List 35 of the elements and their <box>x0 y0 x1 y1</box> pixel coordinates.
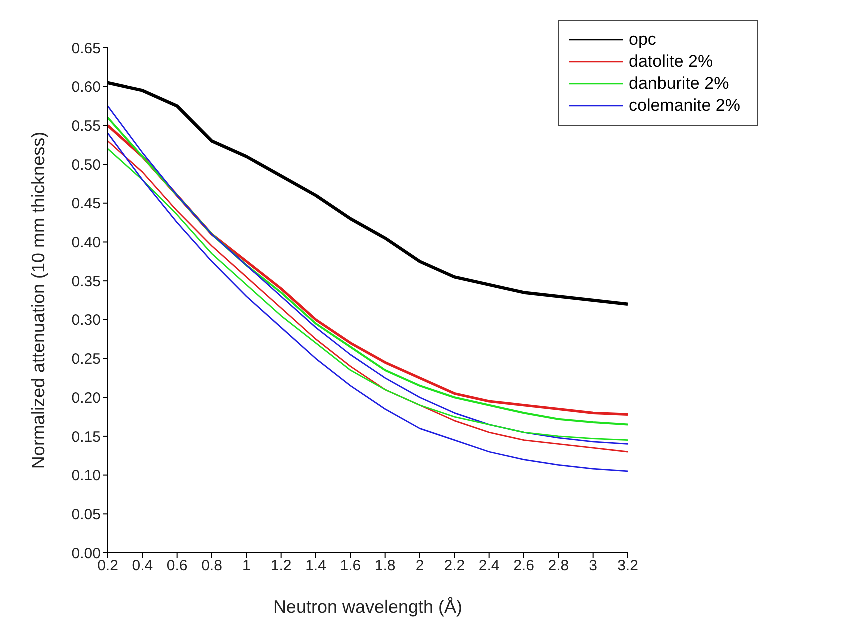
x-tick-label: 2.6 <box>514 558 534 575</box>
y-tick-label: 0.15 <box>72 428 101 446</box>
x-tick-label: 2.2 <box>444 558 466 575</box>
y-axis-title: Normalized attenuation (10 mm thickness) <box>28 132 48 470</box>
x-tick-label: 0.8 <box>202 558 222 575</box>
legend-label: opc <box>629 30 656 50</box>
y-tick-label: 0.05 <box>72 506 101 524</box>
x-tick-label: 0.2 <box>98 558 118 575</box>
x-tick-label: 0.6 <box>166 558 188 575</box>
y-tick-label: 0.35 <box>72 273 101 290</box>
x-tick-label: 1.2 <box>270 558 292 575</box>
y-tick-label: 0.40 <box>72 234 101 252</box>
x-tick-label: 0.4 <box>132 558 154 575</box>
y-tick-label: 0.45 <box>72 196 101 213</box>
x-tick-label: 3 <box>589 558 598 575</box>
y-tick-label: 0.20 <box>72 390 101 407</box>
y-tick-label: 0.65 <box>72 40 101 58</box>
y-tick-label: 0.10 <box>72 468 101 485</box>
y-tick-label: 0.30 <box>72 312 101 330</box>
x-tick-label: 1.8 <box>374 558 396 575</box>
x-tick-label: 2 <box>416 558 424 575</box>
x-tick-label: 2.4 <box>478 558 500 575</box>
y-tick-label: 0.60 <box>72 79 101 96</box>
legend-label: datolite 2% <box>629 52 714 72</box>
x-tick-label: 1.6 <box>340 558 362 575</box>
x-tick-label: 1 <box>242 558 251 575</box>
y-tick-label: 0.55 <box>72 118 101 136</box>
legend-label: colemanite 2% <box>629 96 741 116</box>
legend-label: danburite 2% <box>629 74 730 94</box>
x-axis-title: Neutron wavelength (Å) <box>273 597 463 617</box>
x-tick-label: 3.2 <box>618 558 638 575</box>
y-tick-label: 0.25 <box>72 351 101 368</box>
x-tick-label: 1.4 <box>306 558 326 575</box>
x-tick-label: 2.8 <box>548 558 570 575</box>
y-tick-label: 0.50 <box>72 156 101 174</box>
